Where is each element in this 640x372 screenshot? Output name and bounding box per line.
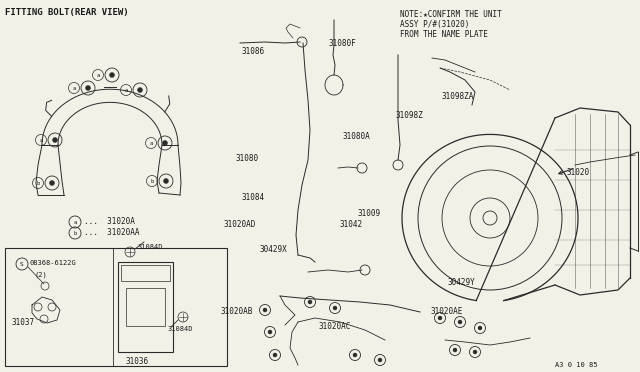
Circle shape <box>453 348 457 352</box>
Text: 31009: 31009 <box>357 209 380 218</box>
Text: S: S <box>20 262 24 266</box>
Text: a: a <box>124 87 127 93</box>
Text: FROM THE NAME PLATE: FROM THE NAME PLATE <box>400 30 488 39</box>
Text: FITTING BOLT(REAR VIEW): FITTING BOLT(REAR VIEW) <box>5 8 129 17</box>
Text: 08368-6122G: 08368-6122G <box>30 260 77 266</box>
Circle shape <box>483 211 497 225</box>
Circle shape <box>138 87 143 93</box>
Circle shape <box>458 320 462 324</box>
Text: ...  31020A: ... 31020A <box>84 217 135 226</box>
Text: a: a <box>74 219 77 224</box>
Text: NOTE:★CONFIRM THE UNIT: NOTE:★CONFIRM THE UNIT <box>400 10 502 19</box>
Circle shape <box>109 73 115 77</box>
Text: 31042: 31042 <box>339 220 362 229</box>
Text: 31098Z: 31098Z <box>396 111 423 120</box>
Circle shape <box>163 179 168 183</box>
Text: 31084D: 31084D <box>168 326 193 332</box>
Text: 31020: 31020 <box>566 168 589 177</box>
Text: 31080F: 31080F <box>328 39 356 48</box>
Bar <box>126 288 165 326</box>
Circle shape <box>268 330 272 334</box>
Text: 31080: 31080 <box>236 154 259 163</box>
Text: 30429X: 30429X <box>259 245 287 254</box>
Text: 31037: 31037 <box>12 318 35 327</box>
Text: 31084: 31084 <box>242 193 265 202</box>
Circle shape <box>438 316 442 320</box>
Circle shape <box>378 358 382 362</box>
Text: (2): (2) <box>34 271 47 278</box>
Text: 31084D: 31084D <box>138 244 163 250</box>
Bar <box>118 262 173 352</box>
Circle shape <box>49 180 54 186</box>
Circle shape <box>353 353 357 357</box>
Text: 31036: 31036 <box>126 357 149 366</box>
Text: 31020AB: 31020AB <box>220 307 253 316</box>
Text: 30429Y: 30429Y <box>448 278 476 287</box>
Text: a: a <box>72 86 76 90</box>
Circle shape <box>163 141 168 145</box>
Text: b: b <box>36 180 40 186</box>
Circle shape <box>263 308 267 312</box>
Text: a: a <box>97 73 100 77</box>
Text: 31020AC: 31020AC <box>319 322 351 331</box>
Text: a: a <box>40 138 43 142</box>
Text: 31020AD: 31020AD <box>224 220 257 229</box>
Text: b: b <box>74 231 77 235</box>
Text: 31098ZA: 31098ZA <box>442 92 474 101</box>
Text: 31020AE: 31020AE <box>430 307 463 316</box>
Circle shape <box>52 138 58 142</box>
Circle shape <box>473 350 477 354</box>
Circle shape <box>86 86 90 90</box>
Circle shape <box>308 300 312 304</box>
Text: b: b <box>150 179 154 183</box>
Circle shape <box>333 306 337 310</box>
Text: ...  31020AA: ... 31020AA <box>84 228 140 237</box>
Circle shape <box>273 353 277 357</box>
Text: 31080A: 31080A <box>342 132 370 141</box>
Text: 31086: 31086 <box>242 46 265 55</box>
Bar <box>121 265 170 281</box>
Text: a: a <box>149 141 152 145</box>
Text: ASSY P/#(31020): ASSY P/#(31020) <box>400 20 469 29</box>
Bar <box>5 248 227 366</box>
Circle shape <box>478 326 482 330</box>
Text: A3 0 10 85: A3 0 10 85 <box>555 362 598 368</box>
